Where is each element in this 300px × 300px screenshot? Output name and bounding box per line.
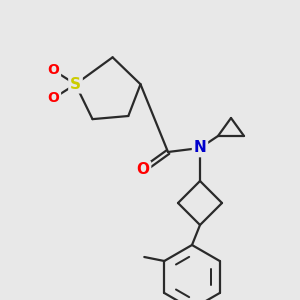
Text: O: O <box>48 91 59 105</box>
Text: N: N <box>194 140 206 155</box>
Text: O: O <box>48 63 59 77</box>
Text: O: O <box>136 163 149 178</box>
Text: S: S <box>70 77 81 92</box>
